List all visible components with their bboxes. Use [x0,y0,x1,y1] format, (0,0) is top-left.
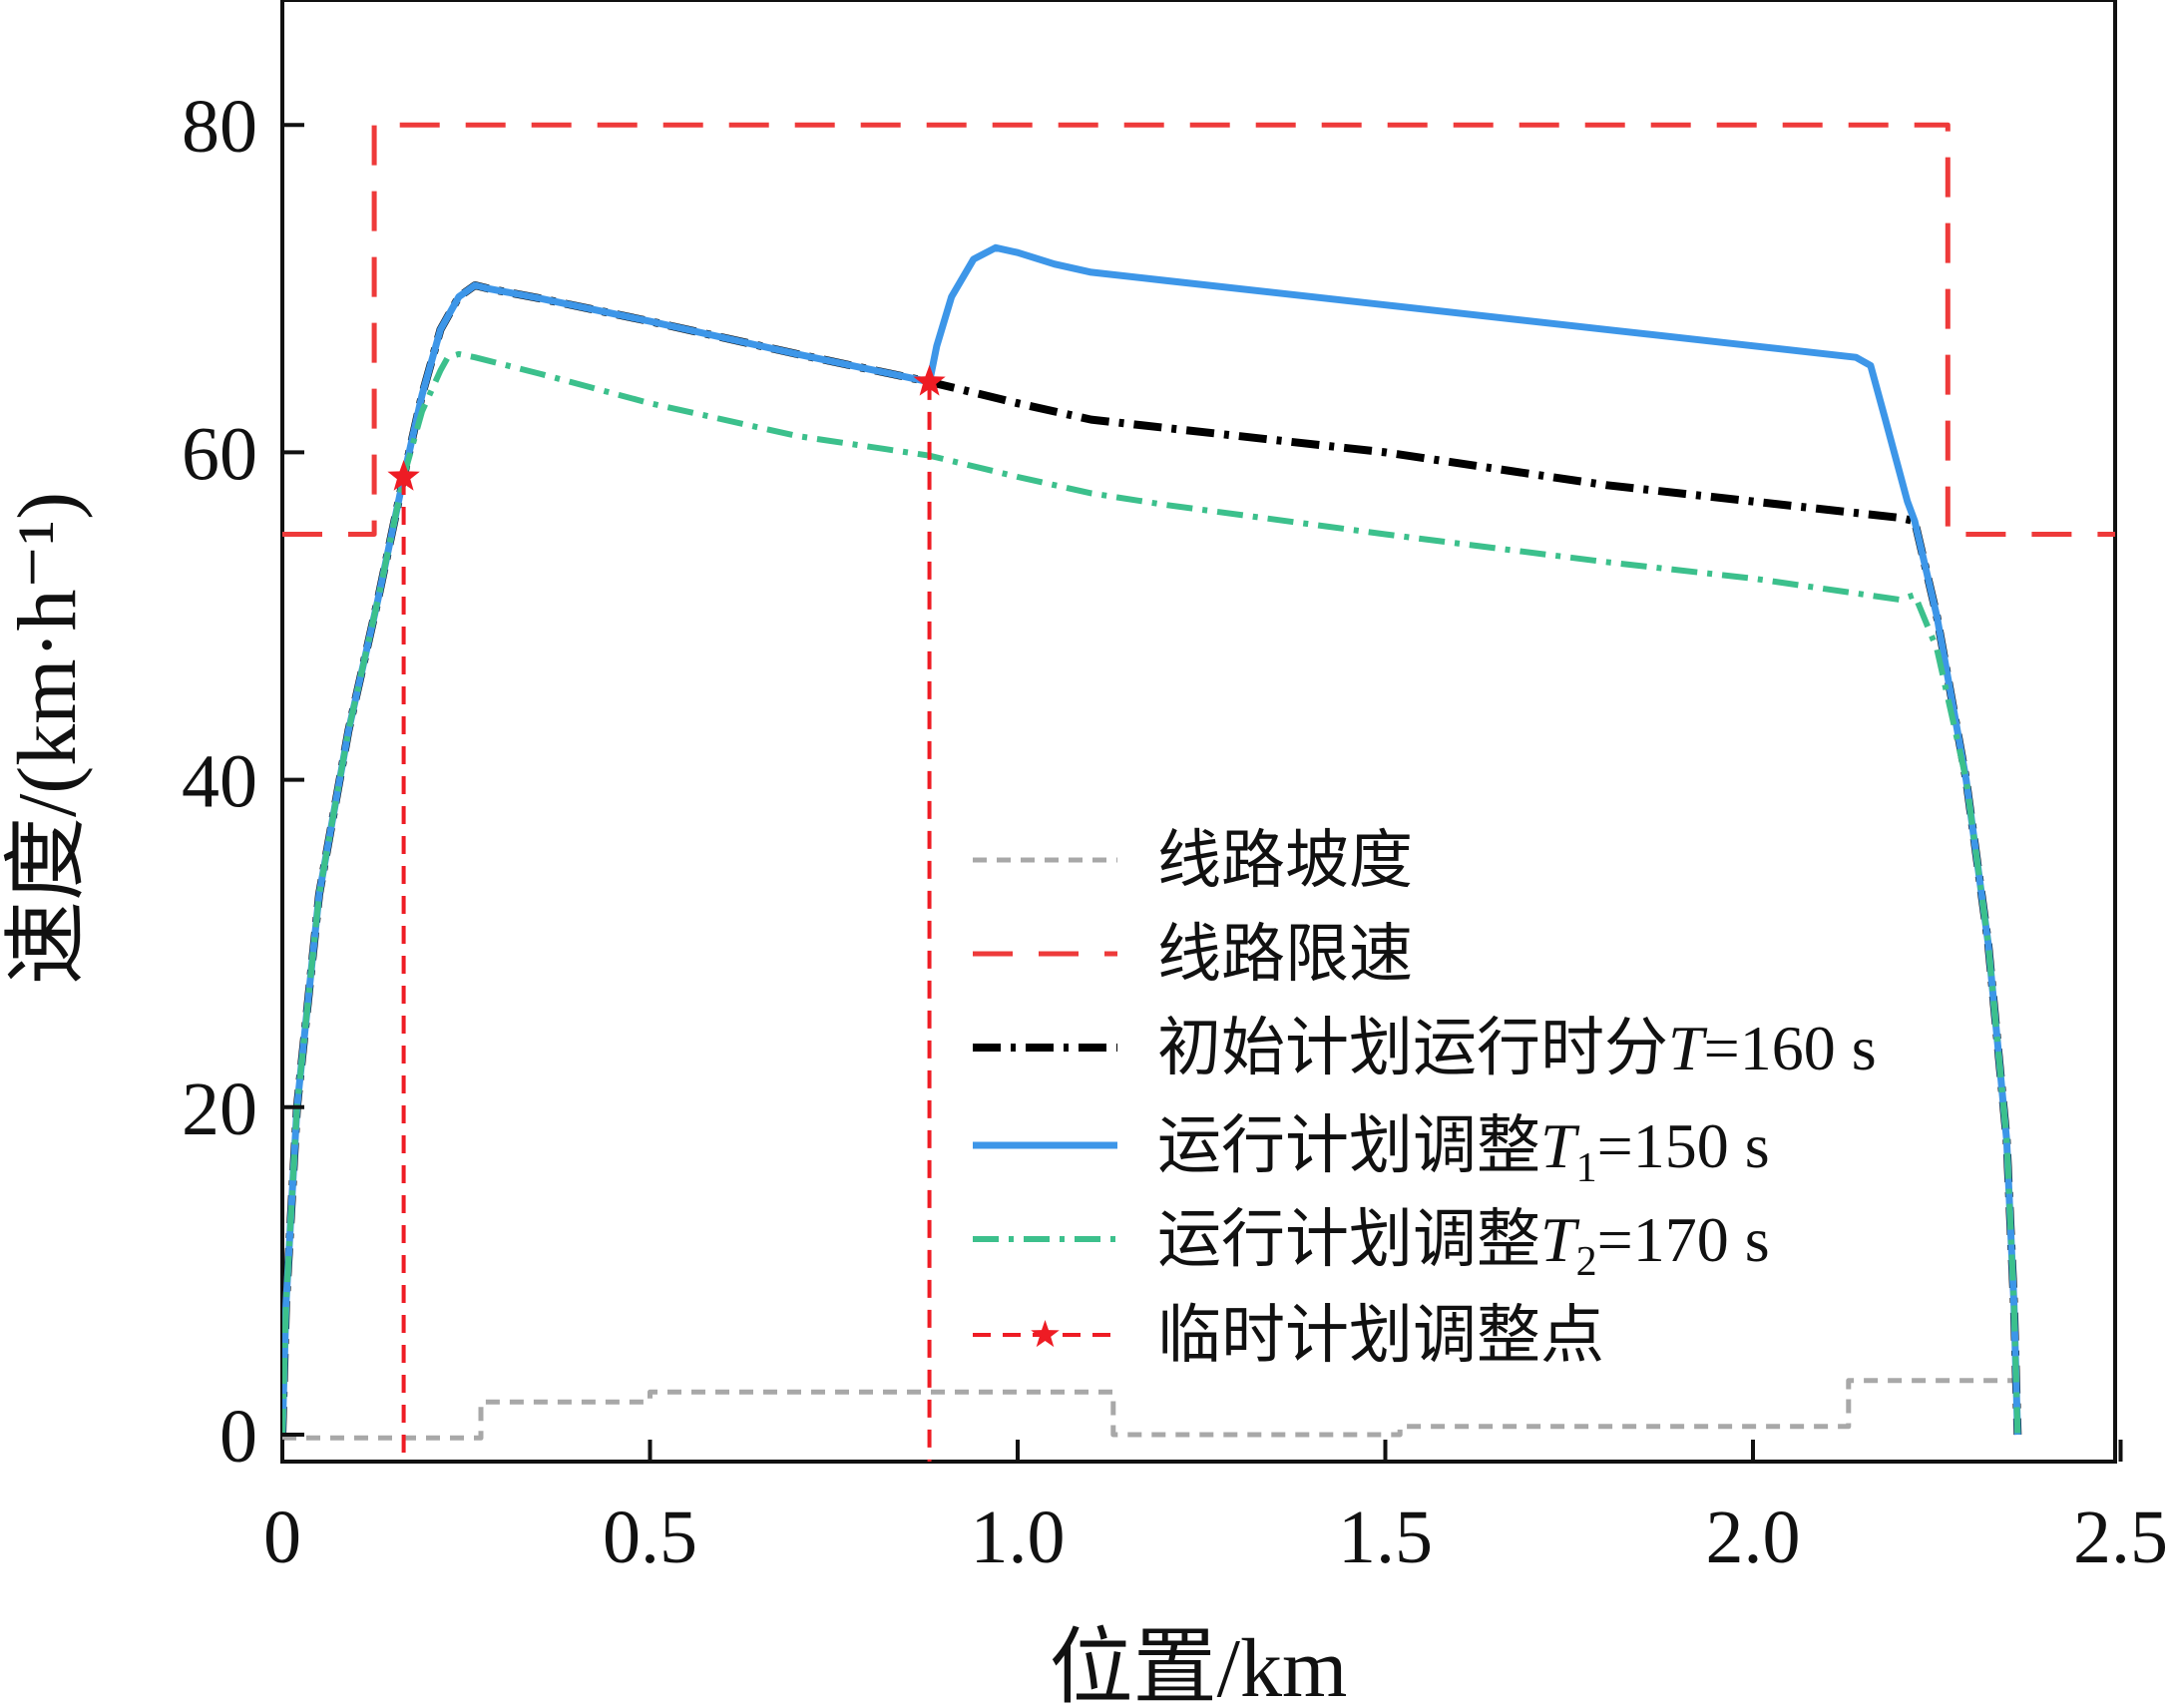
ticks-layer: 0 0.5 1.0 1.5 2.0 2.5 0 20 40 60 80 [182,85,2168,1579]
plot-frame [280,0,2117,1464]
legend-label-adjust-t2: 运行计划调整T2=170 s [1157,1204,1770,1285]
x-tick-label: 0 [263,1495,301,1579]
y-axis-label: 速度/(km·h⁻¹) [1,492,94,985]
adjust-point-marker [913,364,946,396]
legend-label-adjust-t1: 运行计划调整T1=150 s [1157,1110,1770,1191]
x-tick-label: 0.5 [603,1495,697,1579]
legend-label-speed-limit: 线路限速 [1157,919,1413,990]
x-tick-label: 1.5 [1338,1495,1433,1579]
legend-label-initial-plan: 初始计划运行时分T=160 s [1157,1013,1877,1083]
series-line-speed-limit [282,122,2115,537]
y-tick-label: 20 [182,1068,257,1151]
series-line-gradient [282,1378,2018,1441]
data-layer [282,122,2115,1462]
y-tick-label: 0 [219,1395,257,1479]
series-line-adjust-t2 [282,350,2021,1436]
legend-star-icon [1031,1320,1060,1348]
y-tick-label: 40 [182,740,257,824]
legend-label-gradient: 线路坡度 [1157,825,1413,896]
x-axis-label: 位置/km [1050,1622,1348,1708]
adjust-point-marker [387,460,420,491]
x-tick-label: 1.0 [971,1495,1066,1579]
y-tick-label: 80 [182,85,257,169]
legend-label-adjust-points: 临时计划调整点 [1157,1300,1604,1371]
x-tick-label: 2.0 [1706,1495,1801,1579]
y-tick-label: 60 [182,412,257,496]
x-tick-label: 2.5 [2073,1495,2168,1579]
